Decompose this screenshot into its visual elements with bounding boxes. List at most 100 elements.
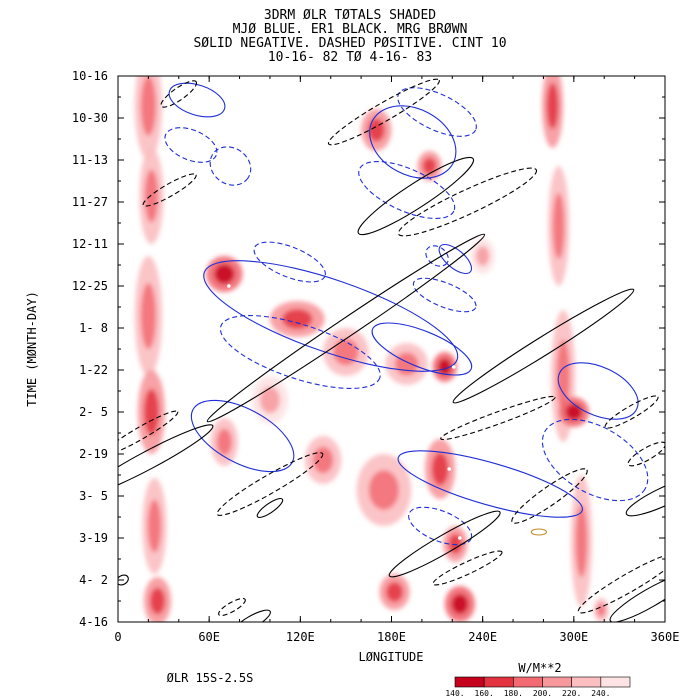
x-axis: 0 60E 120E 180E 240E 300E 360E: [114, 76, 679, 644]
olr-shaded-core: [431, 452, 449, 486]
y-tick-label: 1- 8: [79, 321, 108, 335]
colorbar-level-label: 180.: [504, 689, 523, 698]
olr-shaded-core: [556, 339, 570, 413]
olr-shaded-core: [140, 283, 156, 349]
x-tick-label: 300E: [559, 630, 588, 644]
er1-positive-contour: [432, 550, 503, 586]
er1-negative-contour: [625, 475, 665, 517]
olr-shaded-core: [259, 386, 280, 414]
colorbar-units: W/M**2: [518, 661, 561, 675]
olr-shaded-core: [597, 603, 606, 617]
colorbar-level-label: 140.: [445, 689, 464, 698]
er1-positive-contour: [327, 78, 440, 146]
olr-shaded-core: [143, 388, 159, 436]
er1-positive-contour: [118, 410, 179, 456]
white-marker: [227, 284, 231, 288]
colorbar-level-label: 200.: [533, 689, 552, 698]
er1-positive-contour: [604, 395, 659, 429]
colorbar-level-label: 160.: [475, 689, 494, 698]
er1-positive-contour: [142, 173, 197, 207]
mrg-negative-contour: [530, 528, 548, 536]
mjo-negative-contour: [369, 105, 457, 179]
er1-negative-contour: [452, 288, 635, 404]
er1-negative-contour: [609, 573, 665, 622]
y-tick-label: 10-16: [72, 69, 108, 83]
y-tick-label: 10-30: [72, 111, 108, 125]
y-tick-label: 11-13: [72, 153, 108, 167]
mjo-positive-contour: [164, 127, 218, 163]
x-tick-label: 240E: [468, 630, 497, 644]
colorbar-swatch: [513, 676, 543, 688]
chart-title-line-2: MJØ BLUE. ER1 BLACK. MRG BRØWN: [233, 22, 468, 37]
er1-positive-contour: [627, 441, 665, 467]
y-tick-label: 2- 5: [79, 405, 108, 419]
er1-positive-contour: [511, 468, 588, 524]
olr-shaded-core: [422, 157, 437, 175]
white-marker: [458, 536, 462, 540]
er1-positive-contour: [216, 452, 324, 516]
olr-shaded-core: [144, 169, 159, 223]
mjo-positive-contour: [412, 277, 477, 313]
er1-positive-contour: [218, 597, 246, 617]
er1-negative-contour: [206, 233, 486, 423]
y-tick-label: 4-16: [79, 615, 108, 629]
white-marker: [451, 365, 456, 369]
colorbar-level-label: 240.: [591, 689, 610, 698]
olr-shaded-core: [216, 428, 232, 456]
x-tick-label: 60E: [198, 630, 220, 644]
chart-title-line-3: SØLID NEGATIVE. DASHED PØSITIVE. CINT 10: [193, 36, 506, 51]
mjo-positive-contour: [541, 418, 649, 502]
colorbar: 140. 160. 180. 200. 220. 240.: [445, 676, 631, 698]
x-tick-label: 120E: [286, 630, 315, 644]
chart-title-line-1: 3DRM ØLR TØTALS SHADED: [264, 8, 436, 23]
mjo-positive-contour: [209, 146, 252, 186]
colorbar-swatch: [571, 676, 602, 688]
colorbar-level-label: 220.: [562, 689, 581, 698]
olr-shaded-core: [552, 193, 565, 259]
y-axis-label: TIME (MØNTH-DAY): [25, 291, 39, 407]
olr-shaded-core: [546, 82, 559, 130]
y-tick-label: 4- 2: [79, 573, 108, 587]
mjo-negative-contour: [557, 362, 639, 420]
olr-shaded-core: [451, 594, 469, 614]
er1-positive-contour: [397, 167, 538, 237]
olr-shaded-core: [437, 358, 452, 376]
er1-positive-contour: [577, 552, 665, 614]
olr-shaded-core: [282, 309, 313, 329]
olr-shaded-core: [475, 246, 490, 266]
x-tick-label: 180E: [377, 630, 406, 644]
olr-shading: [134, 76, 609, 622]
y-tick-label: 2-19: [79, 447, 108, 461]
er1-negative-contour: [118, 574, 129, 586]
er1-negative-contour: [357, 156, 475, 236]
mjo-negative-contour: [168, 82, 226, 118]
y-tick-label: 12-11: [72, 237, 108, 251]
y-tick-label: 3- 5: [79, 489, 108, 503]
olr-shaded-core: [149, 587, 166, 615]
olr-shaded-core: [214, 264, 235, 284]
olr-shaded-core: [140, 76, 156, 136]
colorbar-swatch: [600, 676, 631, 688]
y-axis: 10-16 10-30 11-13 11-27 12-11 12-25 1- 8 1-22 2-…: [72, 69, 665, 629]
olr-shaded-core: [394, 352, 419, 376]
colorbar-swatch: [542, 676, 572, 688]
x-axis-label: LØNGITUDE: [358, 650, 423, 664]
mjo-positive-contour: [425, 245, 449, 267]
olr-shaded-core: [575, 504, 588, 578]
er1-positive-contour: [160, 80, 198, 108]
er1-positive-contour: [440, 395, 556, 441]
x-tick-label: 360E: [651, 630, 680, 644]
mjo-positive-contour: [219, 315, 381, 389]
olr-shaded-core: [368, 470, 399, 510]
y-tick-label: 1-22: [79, 363, 108, 377]
plot-area: [118, 76, 665, 622]
chart-title-line-4: 10-16- 82 TØ 4-16- 83: [268, 50, 432, 65]
y-tick-label: 12-25: [72, 279, 108, 293]
colorbar-swatch: [454, 676, 485, 688]
olr-shaded-core: [147, 499, 162, 553]
y-tick-label: 3-19: [79, 531, 108, 545]
mjo-negative-contour: [203, 260, 459, 372]
er1-negative-contour: [118, 424, 214, 496]
region-label: ØLR 15S-2.5S: [167, 671, 254, 685]
